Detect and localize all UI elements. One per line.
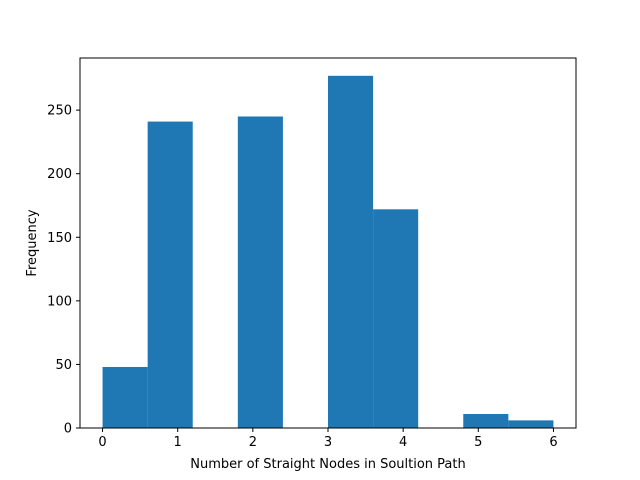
y-tick-label: 0: [64, 422, 72, 437]
y-tick-label: 50: [55, 358, 72, 373]
histogram-bar-9: [508, 420, 554, 428]
x-axis-ticks: 0 1 2 3 4 5 6: [98, 428, 558, 450]
histogram-bar-3: [237, 116, 283, 429]
histogram-bar-5: [328, 75, 374, 429]
x-tick-label: 4: [399, 435, 407, 450]
y-tick-label: 100: [47, 294, 72, 309]
histogram-bar-8: [463, 414, 509, 428]
bars-group: [102, 75, 554, 429]
x-tick-label: 1: [174, 435, 182, 450]
histogram-bar-6: [373, 209, 419, 428]
x-tick-label: 2: [249, 435, 257, 450]
y-axis-ticks: 0 50 100 150 200 250: [47, 104, 80, 437]
histogram-bar-1: [147, 121, 193, 428]
y-tick-label: 200: [47, 167, 72, 182]
y-tick-label: 250: [47, 104, 72, 119]
y-tick-label: 150: [47, 231, 72, 246]
histogram-bar-0: [102, 366, 148, 428]
x-tick-label: 6: [549, 435, 557, 450]
y-axis-label: Frequency: [25, 209, 40, 276]
x-tick-label: 5: [474, 435, 482, 450]
x-tick-label: 0: [98, 435, 106, 450]
x-tick-label: 3: [324, 435, 332, 450]
plot-frame: [79, 57, 577, 429]
x-axis-label: Number of Straight Nodes in Soultion Pat…: [190, 457, 465, 472]
